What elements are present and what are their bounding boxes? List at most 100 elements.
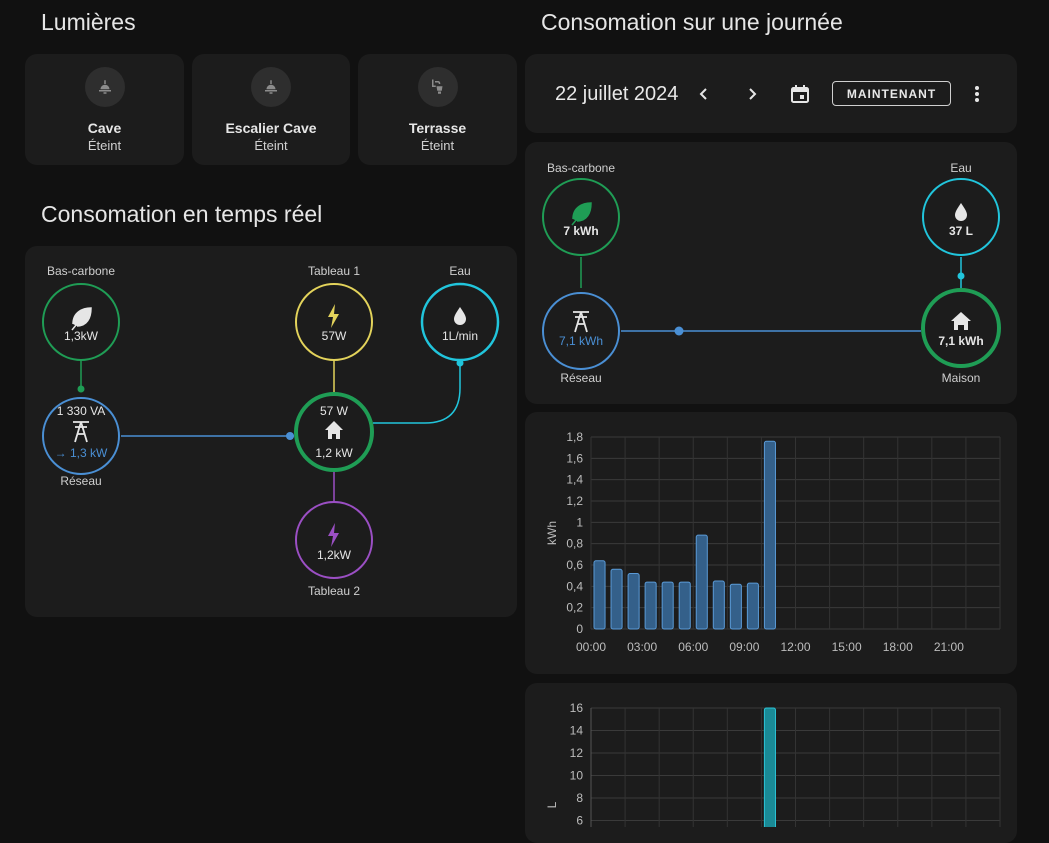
y-tick-label: 0,8 xyxy=(566,537,583,551)
more-options-button[interactable] xyxy=(963,80,991,108)
daily-low-carbon-node[interactable]: 7 kWh xyxy=(542,178,620,256)
light-state: Éteint xyxy=(87,138,122,153)
panel2-label: Tableau 2 xyxy=(308,584,360,598)
home-icon xyxy=(951,312,971,330)
grid-node[interactable]: 1 330 VA → 1,3 kW xyxy=(42,397,120,475)
home-node[interactable]: 57 W 1,2 kW xyxy=(294,392,374,472)
water-node[interactable]: 1L/min xyxy=(420,282,500,362)
x-tick-label: 06:00 xyxy=(678,640,708,654)
home-top-value: 57 W xyxy=(320,404,349,418)
y-tick-label: 6 xyxy=(576,814,583,828)
daily-title: Consomation sur une journée xyxy=(541,9,843,35)
outdoor-lamp-icon xyxy=(417,67,458,107)
daily-low-carbon-label: Bas-carbone xyxy=(547,161,615,175)
daily-water-label: Eau xyxy=(950,161,971,175)
daily-low-carbon-value: 7 kWh xyxy=(563,224,598,238)
x-tick-label: 09:00 xyxy=(729,640,759,654)
light-tile-terrasse[interactable]: Terrasse Éteint xyxy=(358,54,517,165)
flow-dot xyxy=(456,359,464,367)
daily-home-value: 7,1 kWh xyxy=(938,334,983,348)
current-date: 22 juillet 2024 xyxy=(555,83,679,105)
x-tick-label: 18:00 xyxy=(883,640,913,654)
x-tick-label: 15:00 xyxy=(832,640,862,654)
calendar-button[interactable] xyxy=(786,80,814,108)
daily-water-value: 37 L xyxy=(949,224,973,238)
y-tick-label: 1,6 xyxy=(566,451,583,465)
bar xyxy=(678,581,691,630)
water-bar-chart: 6 8 10 12 14 16 L xyxy=(545,701,1001,828)
lightning-bolt-icon xyxy=(328,304,339,328)
y-tick-label: 8 xyxy=(576,791,583,805)
bar xyxy=(729,583,742,630)
panel2-value: 1,2kW xyxy=(317,548,352,562)
ceiling-light-icon xyxy=(251,67,291,107)
low-carbon-node[interactable]: 1,3kW xyxy=(42,283,120,361)
light-name: Terrasse xyxy=(408,120,467,136)
transmission-tower-icon xyxy=(73,421,89,443)
x-tick-label: 03:00 xyxy=(627,640,657,654)
realtime-energy-card: Bas-carbone 1,3kW 1 330 VA → 1,3 kW Rése… xyxy=(25,246,517,617)
y-tick-label: 10 xyxy=(570,769,584,783)
chevron-left-icon xyxy=(699,88,707,100)
daily-grid-node[interactable]: 7,1 kWh xyxy=(542,292,620,370)
water-drop-icon xyxy=(955,203,967,221)
grid-label: Réseau xyxy=(60,474,101,488)
x-tick-label: 12:00 xyxy=(780,640,810,654)
water-label: Eau xyxy=(449,264,470,278)
light-name: Cave xyxy=(87,120,122,136)
y-tick-label: 0 xyxy=(576,622,583,636)
light-name: Escalier Cave xyxy=(225,120,317,136)
bar xyxy=(610,568,623,630)
y-axis-label: L xyxy=(545,801,559,808)
bar xyxy=(763,707,776,827)
water-value: 1L/min xyxy=(442,329,478,343)
calendar-icon xyxy=(791,85,809,103)
y-tick-label: 14 xyxy=(570,724,584,738)
realtime-flow-diagram: Bas-carbone 1,3kW 1 330 VA → 1,3 kW Rése… xyxy=(42,264,500,598)
light-state: Éteint xyxy=(254,138,288,153)
low-carbon-value: 1,3kW xyxy=(64,329,99,343)
y-tick-label: 0,2 xyxy=(566,601,583,615)
daily-water-node[interactable]: 37 L xyxy=(922,178,1000,256)
daily-home-label: Maison xyxy=(942,371,981,385)
x-tick-label: 00:00 xyxy=(576,640,606,654)
light-tile-cave[interactable]: Cave Éteint xyxy=(25,54,184,165)
grid-value: → 1,3 kW xyxy=(55,446,108,460)
y-tick-label: 1,2 xyxy=(566,494,583,508)
daily-home-node[interactable]: 7,1 kWh xyxy=(921,288,1001,368)
lights-title: Lumières xyxy=(41,9,136,35)
daily-grid-value: 7,1 kWh xyxy=(559,334,603,348)
y-tick-label: 1,8 xyxy=(566,430,583,444)
chevron-right-icon xyxy=(749,88,757,100)
previous-day-button[interactable] xyxy=(690,80,718,108)
panel2-node[interactable]: 1,2kW xyxy=(295,501,373,579)
date-selector-card xyxy=(525,54,1017,133)
lightning-bolt-icon xyxy=(328,523,339,547)
now-button[interactable]: MAINTENANT xyxy=(832,81,951,106)
y-tick-label: 1,4 xyxy=(566,473,583,487)
y-axis-label: kWh xyxy=(545,521,559,545)
x-tick-label: 21:00 xyxy=(934,640,964,654)
ceiling-light-icon xyxy=(84,67,125,107)
water-chart-card: 6 8 10 12 14 16 L xyxy=(525,683,1017,843)
light-state: Éteint xyxy=(420,138,455,153)
daily-grid-label: Réseau xyxy=(560,371,601,385)
energy-bar-chart: 0 0,2 0,4 0,6 0,8 1 1,2 1,4 1,6 1,8 00:00 03:00 06:0… xyxy=(545,430,1001,654)
grid-apparent-power: 1 330 VA xyxy=(57,404,105,418)
panel1-value: 57W xyxy=(322,329,347,343)
water-to-home-line xyxy=(373,363,461,424)
bar xyxy=(695,534,708,630)
bar xyxy=(746,582,759,630)
light-tile-escalier-cave[interactable]: Escalier Cave Éteint xyxy=(192,54,350,165)
low-carbon-label: Bas-carbone xyxy=(47,264,115,278)
transmission-tower-icon xyxy=(573,311,589,333)
flow-dot xyxy=(77,385,85,393)
bar xyxy=(661,581,674,630)
leaf-icon xyxy=(571,202,592,226)
next-day-button[interactable] xyxy=(738,80,766,108)
panel1-label: Tableau 1 xyxy=(308,264,360,278)
bar xyxy=(644,581,657,630)
y-tick-label: 16 xyxy=(570,701,584,715)
panel1-node[interactable]: 57W xyxy=(295,283,373,361)
flow-dot xyxy=(286,432,294,440)
